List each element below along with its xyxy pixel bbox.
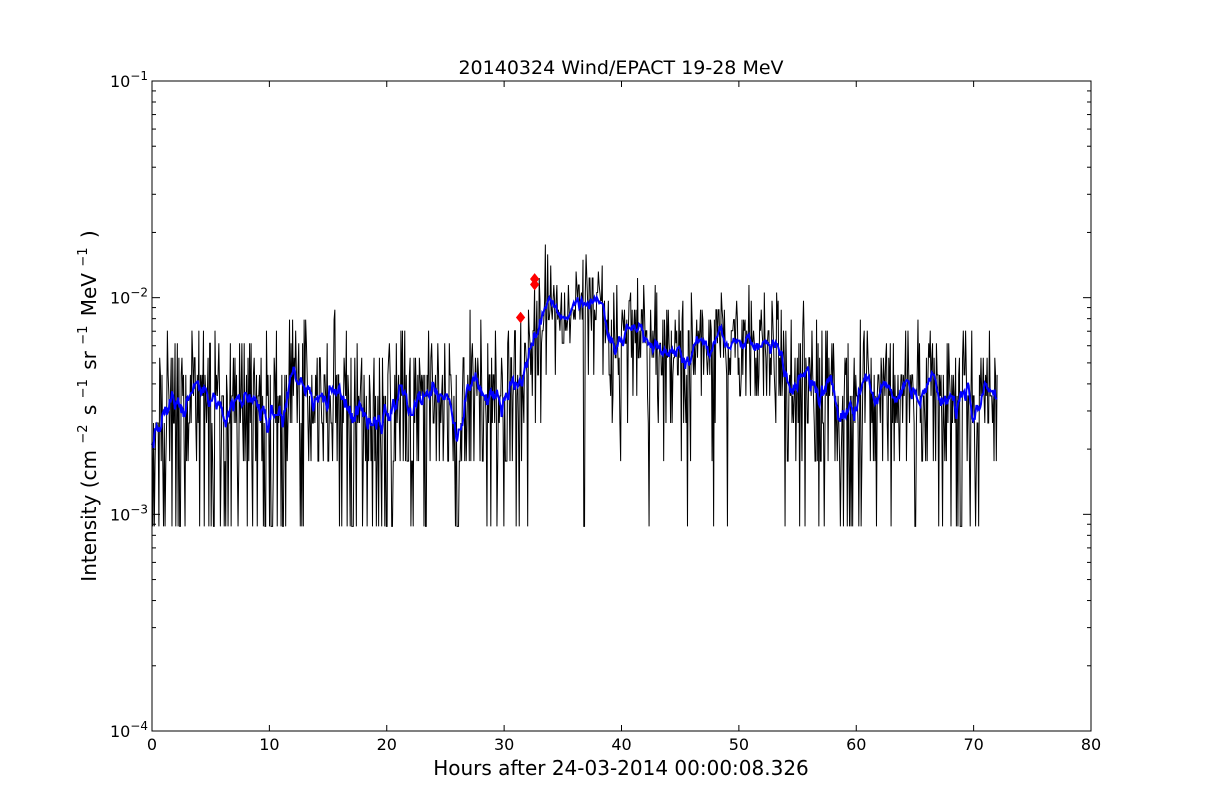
plot-area: [151, 244, 998, 527]
x-tick-label: 50: [729, 735, 749, 754]
x-tick-label: 80: [1081, 735, 1101, 754]
y-axis-title-sup: −1: [76, 326, 91, 345]
y-axis-title-unit: s: [77, 405, 101, 415]
y-tick-label: 10−3: [110, 502, 148, 524]
chart-title: 20140324 Wind/EPACT 19-28 MeV: [458, 57, 783, 79]
y-axis-title-sup: −1: [76, 379, 91, 398]
x-tick-label: 30: [494, 735, 514, 754]
y-axis-title-sup: −2: [76, 424, 91, 443]
x-tick-label: 60: [846, 735, 866, 754]
onset-marker: [515, 311, 526, 324]
onset-marker: [530, 273, 540, 285]
y-axis-title-unit: MeV: [77, 273, 101, 317]
y-axis-title-end: ): [77, 230, 101, 238]
y-axis-title-sup: −1: [76, 247, 91, 266]
x-tick-label: 10: [259, 735, 279, 754]
y-axis-title: Intensity (cm −2 s −1 sr −1 MeV −1 ): [68, 230, 101, 581]
y-tick-label: 10−4: [110, 719, 148, 741]
axis-ticks: 0 10 20 30 40 50 60 70 80 10−4 10−3 10−2 10−1: [110, 69, 1101, 754]
x-tick-label: 40: [611, 735, 631, 754]
raw-intensity-series: [151, 244, 998, 527]
x-tick-label: 70: [963, 735, 983, 754]
y-tick-label: 10−1: [110, 69, 148, 91]
smoothed-intensity-series: [151, 294, 998, 449]
y-axis-title-unit: sr: [77, 350, 101, 369]
x-axis-title: Hours after 24-03-2014 00:00:08.326: [433, 756, 809, 780]
y-tick-label: 10−2: [110, 286, 148, 308]
x-tick-label: 20: [377, 735, 397, 754]
x-tick-label: 0: [147, 735, 157, 754]
y-axis-title-main: Intensity (cm: [77, 450, 101, 582]
